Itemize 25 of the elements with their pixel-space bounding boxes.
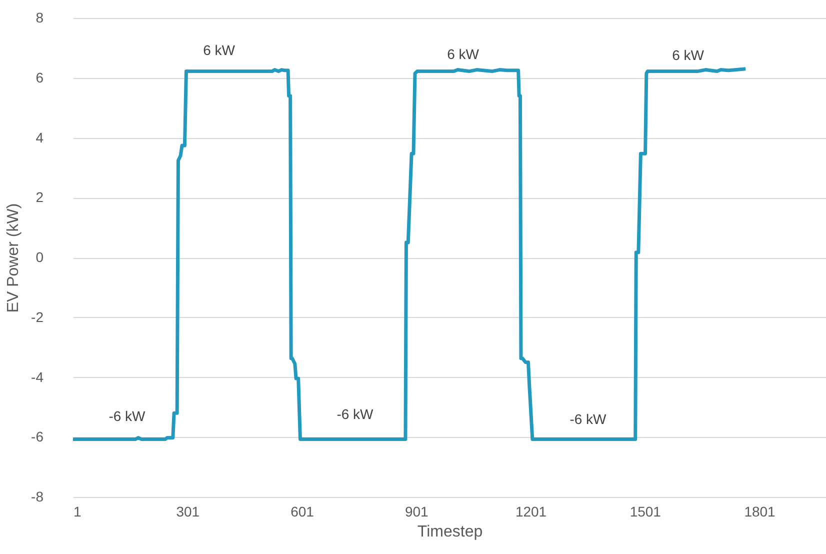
x-tick-label: 1801 [744,504,776,520]
x-tick-label: 1501 [630,504,662,520]
annotation: 6 kW [203,42,236,58]
y-axis-title: EV Power (kW) [5,203,22,313]
y-tick-label: 0 [36,249,44,265]
annotation: 6 kW [672,47,705,63]
y-tick-label: 4 [36,129,44,146]
x-tick-label: 301 [176,504,200,520]
y-tick-label: 2 [36,189,44,206]
x-axis-title: Timestep [417,524,483,540]
line-series [71,67,748,441]
x-tick-label: 601 [290,504,314,520]
y-tick-label: 6 [36,69,44,86]
x-tick-label: 901 [404,504,429,520]
y-tick-label: -6 [31,428,44,445]
annotation: -6 kW [570,411,608,427]
annotation: -6 kW [336,406,374,422]
y-tick-label: -2 [31,308,44,325]
x-tick-label: 1201 [515,504,547,520]
y-tick-label: -4 [31,368,44,385]
annotation: -6 kW [108,408,146,424]
annotation: 6 kW [447,46,480,62]
y-tick-label: 8 [36,10,44,26]
y-tick-label: -8 [31,488,44,504]
x-tick-label: 1 [74,504,82,520]
